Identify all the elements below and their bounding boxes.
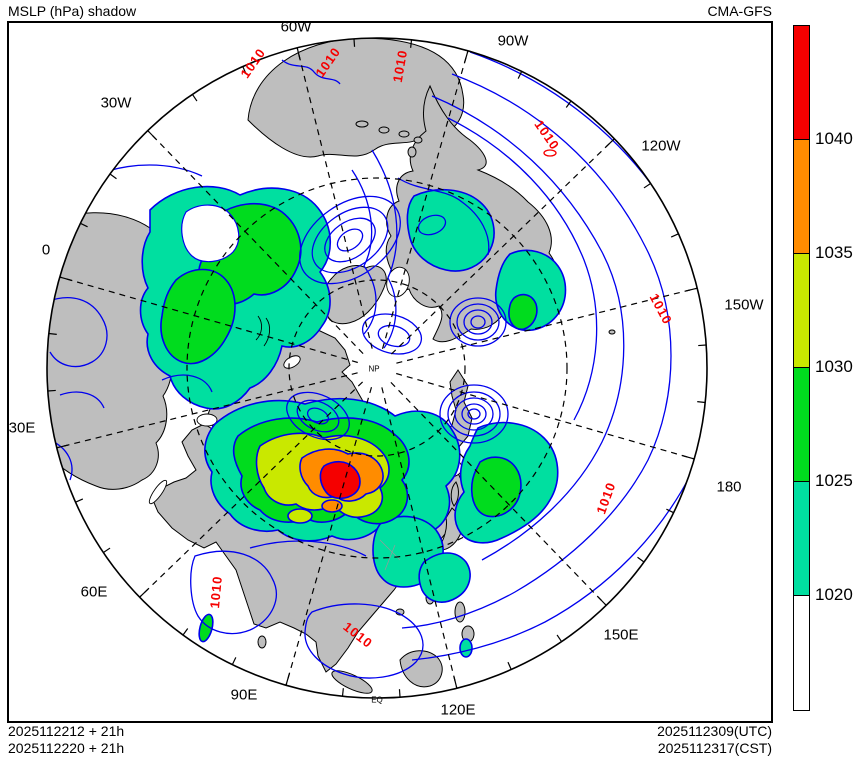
- colorbar-tick-label: 1020: [815, 585, 853, 605]
- meridian-label-150E: 150E: [603, 627, 638, 644]
- landmasses: [25, 38, 615, 698]
- colorbar-tick-label: 1040: [815, 129, 853, 149]
- colorbar: [793, 25, 810, 709]
- init-time-1: 2025112212 + 21h: [8, 723, 124, 739]
- page-title: MSLP (hPa) shadow: [8, 3, 136, 19]
- colorbar-segment: [793, 25, 810, 141]
- north-pole-label: NP: [368, 365, 379, 374]
- valid-time-cst: 2025112317(CST): [658, 740, 772, 756]
- colorbar-segment: [793, 367, 810, 483]
- colorbar-tick-label: 1030: [815, 357, 853, 377]
- meridian-label-60E: 60E: [81, 584, 108, 601]
- meridian-label-0: 0: [42, 242, 50, 259]
- meridian-label-180: 180: [716, 479, 741, 496]
- colorbar-segment: [793, 481, 810, 597]
- colorbar-segment: [793, 139, 810, 255]
- meridian-label-30E: 30E: [9, 420, 36, 437]
- init-time-2: 2025112220 + 21h: [8, 740, 124, 756]
- colorbar-segment: [793, 253, 810, 369]
- weather-chart-page: MSLP (hPa) shadow CMA-GFS 0 30W 60W 90W 120W…: [0, 0, 860, 758]
- colorbar-tick-label: 1035: [815, 243, 853, 263]
- map-canvas: [0, 0, 860, 758]
- meridian-label-90E: 90E: [231, 687, 258, 704]
- model-name: CMA-GFS: [707, 3, 772, 19]
- colorbar-segment: [793, 595, 810, 711]
- contour-label: 1010: [207, 575, 225, 609]
- meridian-label-120W: 120W: [641, 138, 680, 155]
- meridian-label-90W: 90W: [498, 33, 529, 50]
- meridian-label-30W: 30W: [101, 95, 132, 112]
- colorbar-tick-label: 1025: [815, 471, 853, 491]
- meridian-label-120E: 120E: [440, 702, 475, 719]
- valid-time-utc: 2025112309(UTC): [657, 723, 772, 739]
- equator-label: EQ: [371, 696, 383, 705]
- meridian-label-150W: 150W: [724, 297, 763, 314]
- meridian-label-60W: 60W: [281, 19, 312, 36]
